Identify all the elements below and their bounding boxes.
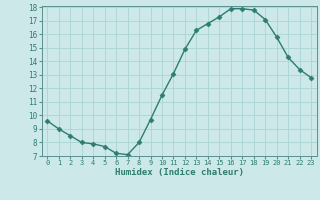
- X-axis label: Humidex (Indice chaleur): Humidex (Indice chaleur): [115, 168, 244, 177]
